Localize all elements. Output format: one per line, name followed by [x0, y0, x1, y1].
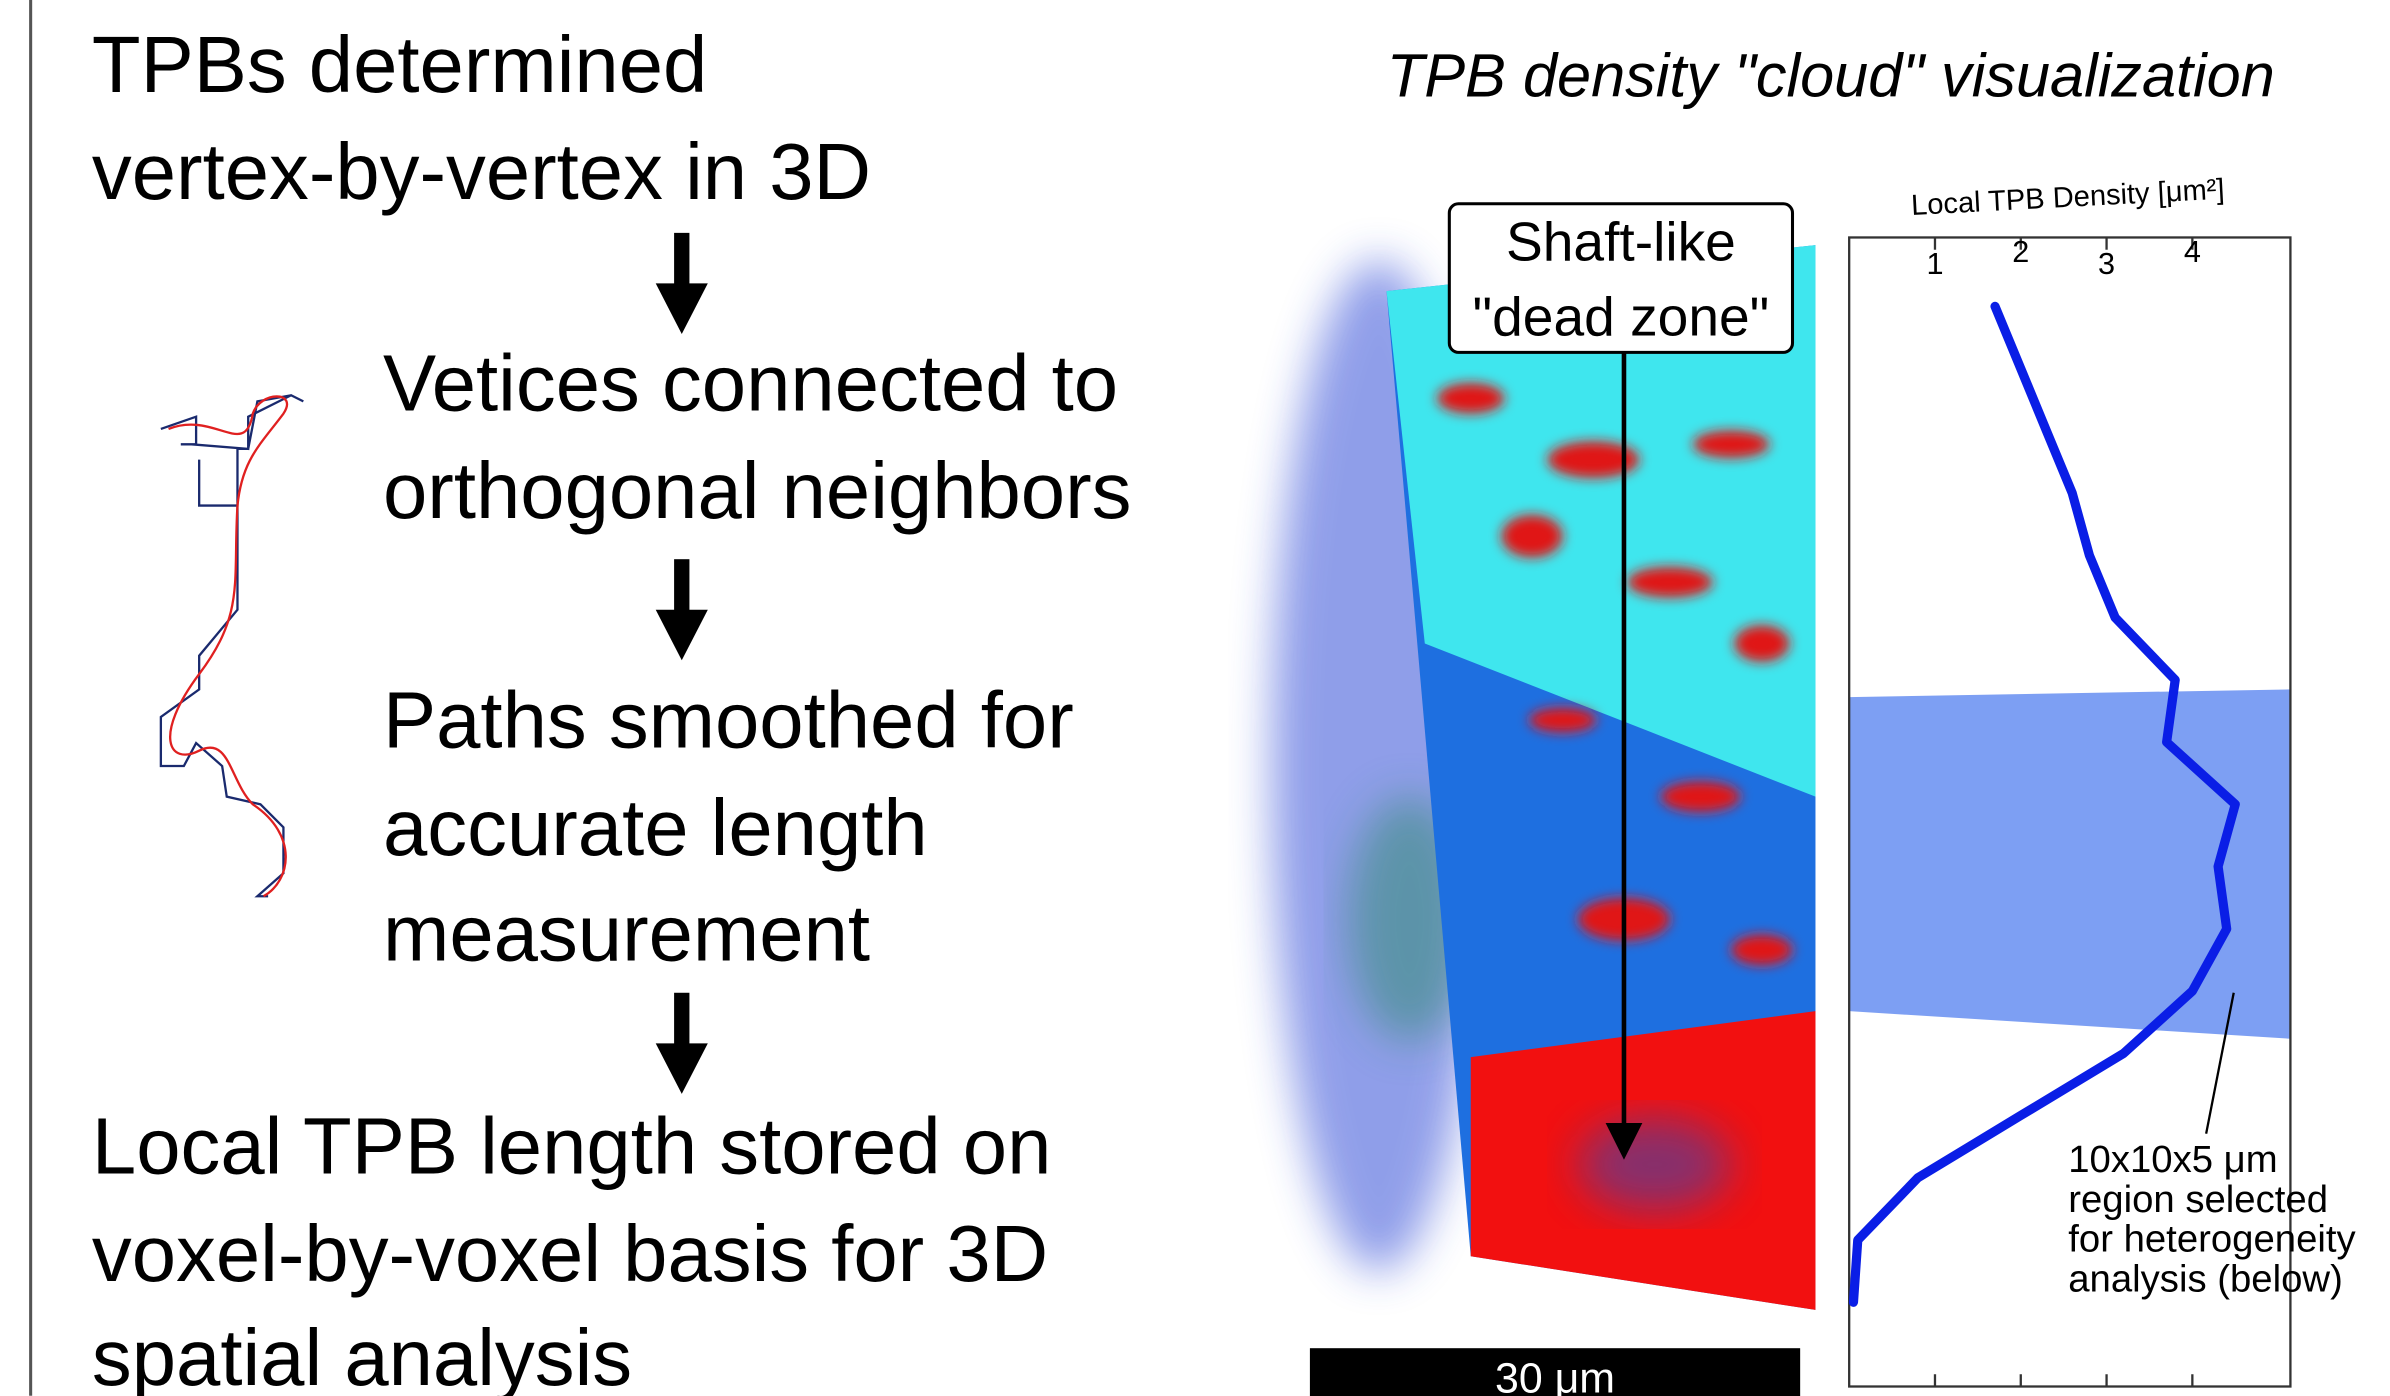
x-tick-label: 1 [1926, 247, 1943, 281]
callout-text: Shaft-like [1506, 210, 1736, 272]
step-text: accurate length [383, 783, 928, 872]
annotation-text: for heterogeneity [2068, 1218, 2356, 1261]
step-text: TPBs determined [92, 20, 707, 109]
left-panel: TPBs determined vertex-by-vertex in 3D V… [92, 20, 1132, 1396]
step-text: voxel-by-voxel basis for 3D [92, 1209, 1048, 1298]
step-text: Paths smoothed for [383, 676, 1074, 765]
figure: TPBs determined vertex-by-vertex in 3D V… [0, 0, 2390, 1396]
panel-title: TPB density "cloud" visualization [1387, 42, 2275, 110]
annotation-text: analysis (below) [2068, 1258, 2343, 1301]
axis-label: Local TPB Density [μm²] [1910, 174, 2225, 222]
scale-bar-label: 30 μm [1495, 1355, 1615, 1396]
step-text: Vetices connected to [383, 339, 1118, 428]
step-text: Local TPB length stored on [92, 1102, 1051, 1191]
step-text: measurement [383, 889, 870, 978]
step-text: vertex-by-vertex in 3D [92, 127, 871, 216]
x-tick-label: 3 [2098, 247, 2115, 281]
step-text: orthogonal neighbors [383, 446, 1131, 535]
x-tick-label: 4 [2184, 235, 2201, 269]
path-icon [161, 395, 303, 896]
step-text: spatial analysis [92, 1313, 632, 1396]
x-tick-label: 2 [2012, 235, 2029, 269]
selected-region [1849, 689, 2290, 1038]
annotation-text: region selected [2068, 1178, 2328, 1221]
3d-render [1272, 245, 1816, 1310]
callout-text: "dead zone" [1473, 286, 1770, 348]
annotation-text: 10x10x5 μm [2068, 1138, 2277, 1181]
